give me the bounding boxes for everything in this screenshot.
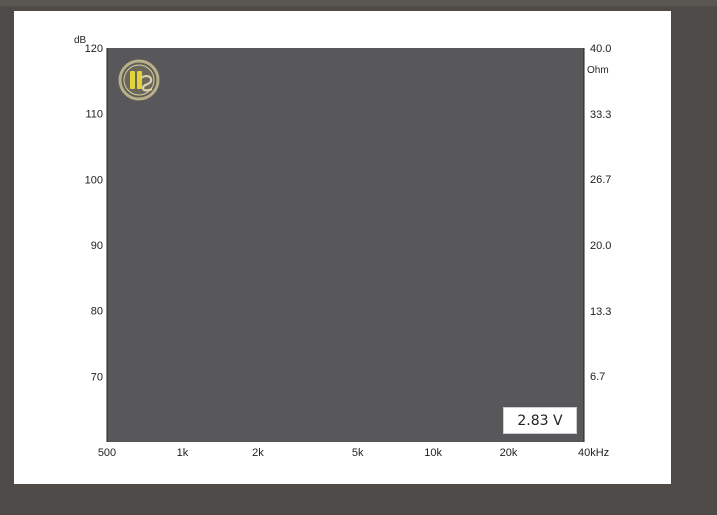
y-left-tick-label: 80 — [91, 306, 103, 318]
x-tick-label: 2k — [252, 447, 264, 459]
plot-area — [107, 48, 584, 442]
x-tick-label: 1k — [177, 447, 189, 459]
x-tick-labels: 500 1k 2k 5k 10k 20k 40kHz — [98, 447, 609, 459]
y-left-tick-label: 70 — [91, 371, 103, 383]
y-left-tick-label: 110 — [85, 109, 103, 121]
y-right-tick-label: 26.7 — [590, 174, 611, 186]
y-right-tick-label: 40.0 — [590, 43, 611, 55]
x-tick-label: 10k — [424, 447, 442, 459]
y-left-unit-label: dB — [74, 35, 87, 46]
y-right-tick-label: 13.3 — [590, 306, 611, 318]
hifi-selbstbau-logo-icon: HS — [118, 59, 160, 101]
voltage-annotation: 2.83 V — [503, 407, 577, 434]
y-right-tick-label: 20.0 — [590, 240, 611, 252]
y-left-tick-labels: 120 110 100 90 80 70 — [85, 43, 103, 383]
y-left-tick-label: 100 — [85, 174, 103, 186]
y-left-tick-label: 120 — [85, 43, 103, 55]
x-tick-label: 20k — [500, 447, 518, 459]
y-right-unit-label: Ohm — [587, 65, 609, 76]
x-tick-label: 40kHz — [578, 447, 609, 459]
top-strip — [0, 0, 717, 6]
y-right-tick-labels: 40.0 33.3 26.7 20.0 13.3 6.7 — [590, 43, 611, 383]
y-right-tick-label: 6.7 — [590, 371, 605, 383]
x-tick-label: 500 — [98, 447, 116, 459]
y-left-tick-label: 90 — [91, 240, 103, 252]
voltage-annotation-text: 2.83 V — [517, 412, 563, 429]
x-tick-label: 5k — [352, 447, 364, 459]
y-right-tick-label: 33.3 — [590, 109, 611, 121]
